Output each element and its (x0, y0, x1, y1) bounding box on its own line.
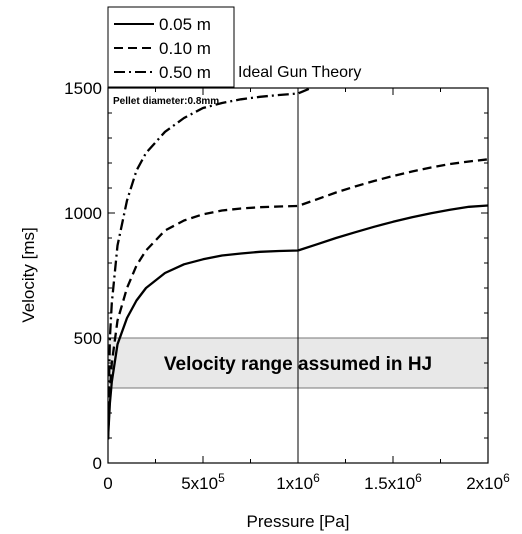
y-tick-label: 0 (93, 454, 102, 473)
x-tick-label: 2x106 (466, 471, 510, 493)
y-tick-label: 500 (74, 329, 102, 348)
x-tick-label: 5x105 (181, 471, 225, 493)
series-line-3 (108, 88, 315, 440)
chart-title: Ideal Gun Theory (238, 64, 361, 81)
legend-label-1: 0.05 m (159, 15, 211, 34)
y-tick-label: 1000 (64, 204, 102, 223)
series-line-2 (108, 158, 488, 440)
legend: 0.05 m 0.10 m 0.50 m (107, 6, 235, 88)
y-tick-label: 1500 (64, 79, 102, 98)
legend-label-2: 0.10 m (159, 39, 211, 58)
x-tick-label: 0 (103, 474, 112, 493)
pellet-annotation: Pellet diameter:0.8mm (113, 96, 219, 107)
x-tick-label: 1.5x106 (364, 471, 422, 493)
series-line-1 (108, 204, 488, 440)
x-tick-label: 1x106 (276, 471, 320, 493)
x-axis-title: Pressure [Pa] (247, 512, 350, 531)
legend-label-3: 0.50 m (159, 63, 211, 82)
y-axis-title: Velocity [ms] (19, 227, 38, 322)
